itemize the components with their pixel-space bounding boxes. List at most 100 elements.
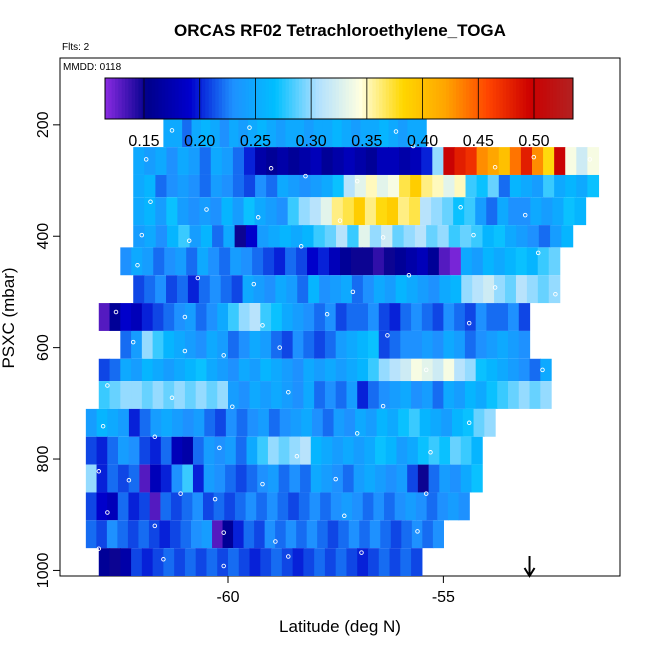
heat-cell [360,119,371,148]
heat-cell [310,174,323,198]
heat-cell [206,358,218,382]
sample-point [415,529,420,534]
heat-cell [182,408,195,437]
colorbar-swatch [452,78,457,119]
heat-cell [487,147,500,175]
heat-cell [388,119,399,148]
heat-cell [303,548,315,576]
heat-cell [274,247,286,276]
heat-cell [279,225,292,248]
heat-cell [178,225,191,248]
heat-cell [310,464,323,493]
heat-cell [400,358,412,382]
heat-cell [398,119,408,148]
colorbar-swatch [305,78,310,119]
heat-cell [318,247,330,276]
heat-cell [486,303,498,331]
colorbar-swatch [489,78,494,119]
sample-point [303,173,308,179]
heat-cell [417,436,430,465]
heat-cell [244,174,256,198]
heat-cell [150,408,162,437]
heat-cell [411,358,423,382]
heat-cell [278,464,290,493]
heat-cell [152,381,164,409]
sample-point [337,218,343,223]
heat-cell [432,330,444,359]
heat-cell [182,119,193,148]
heat-cell [387,408,399,437]
heat-cell [209,275,222,304]
heat-cell [260,548,272,576]
heat-cell [321,174,334,198]
heat-cell [203,464,215,493]
colorbar-swatch [292,78,297,119]
heat-cell [289,464,301,493]
heat-cell [120,247,132,276]
heat-cell [85,436,98,465]
heat-cell [486,330,498,359]
heat-cell [576,174,588,198]
heat-cell [285,520,297,549]
heat-cell [364,197,377,226]
heat-cell [144,174,156,198]
heat-cell [300,436,312,465]
mmdd-note: MMDD: 0118 [63,62,122,73]
flights-note: Flts: 2 [62,42,90,53]
colorbar-swatch [332,78,337,119]
heat-cell [443,330,455,359]
heat-cell [281,548,294,576]
heat-cell [324,381,337,409]
heat-cell [394,492,406,521]
heat-cell [243,197,256,226]
colorbar-swatch [181,78,186,119]
heat-cell [292,358,304,382]
heat-cell [348,520,360,549]
colorbar-swatch [295,78,300,119]
heat-cell [475,381,488,409]
heat-cell [292,330,304,359]
heat-cell [421,174,433,198]
heat-cell [313,225,326,248]
heat-cell [417,275,430,304]
heat-cell [406,275,419,304]
colorbar-swatch [278,78,283,119]
heat-cell [375,464,387,493]
heat-cell [403,225,416,248]
heat-cell [232,174,245,198]
heat-cell [268,408,281,437]
heat-cell [332,147,345,175]
colorbar-swatch [328,78,333,119]
heat-cell [299,147,312,175]
heat-cell [169,520,182,549]
heat-cell [109,548,121,576]
heat-cell [346,381,358,409]
heat-cell [224,492,236,521]
heat-cell [174,548,186,576]
colorbar-swatch [536,78,541,119]
heat-cell [357,548,369,576]
heat-cell [171,464,183,493]
colorbar-swatch [379,78,383,119]
heat-cell [228,303,240,331]
heat-cell [192,464,205,493]
colorbar-swatch [466,78,470,119]
heat-cell [450,436,462,465]
heat-cell [217,358,229,382]
sample-point [540,367,545,373]
heat-cell [494,275,506,304]
sample-point [148,199,153,204]
heat-cell [341,119,352,148]
heat-cell [375,436,387,465]
heat-cell [439,436,451,465]
heat-cell [449,247,462,276]
heat-cell [454,358,466,382]
colorbar-swatch [516,78,521,119]
heat-cell [493,225,506,248]
heat-cell [276,119,286,148]
heat-cell [411,548,423,576]
heat-cell [176,275,189,304]
heat-cell [529,358,541,382]
heat-cell [215,408,227,437]
colorbar-swatch [121,78,126,119]
